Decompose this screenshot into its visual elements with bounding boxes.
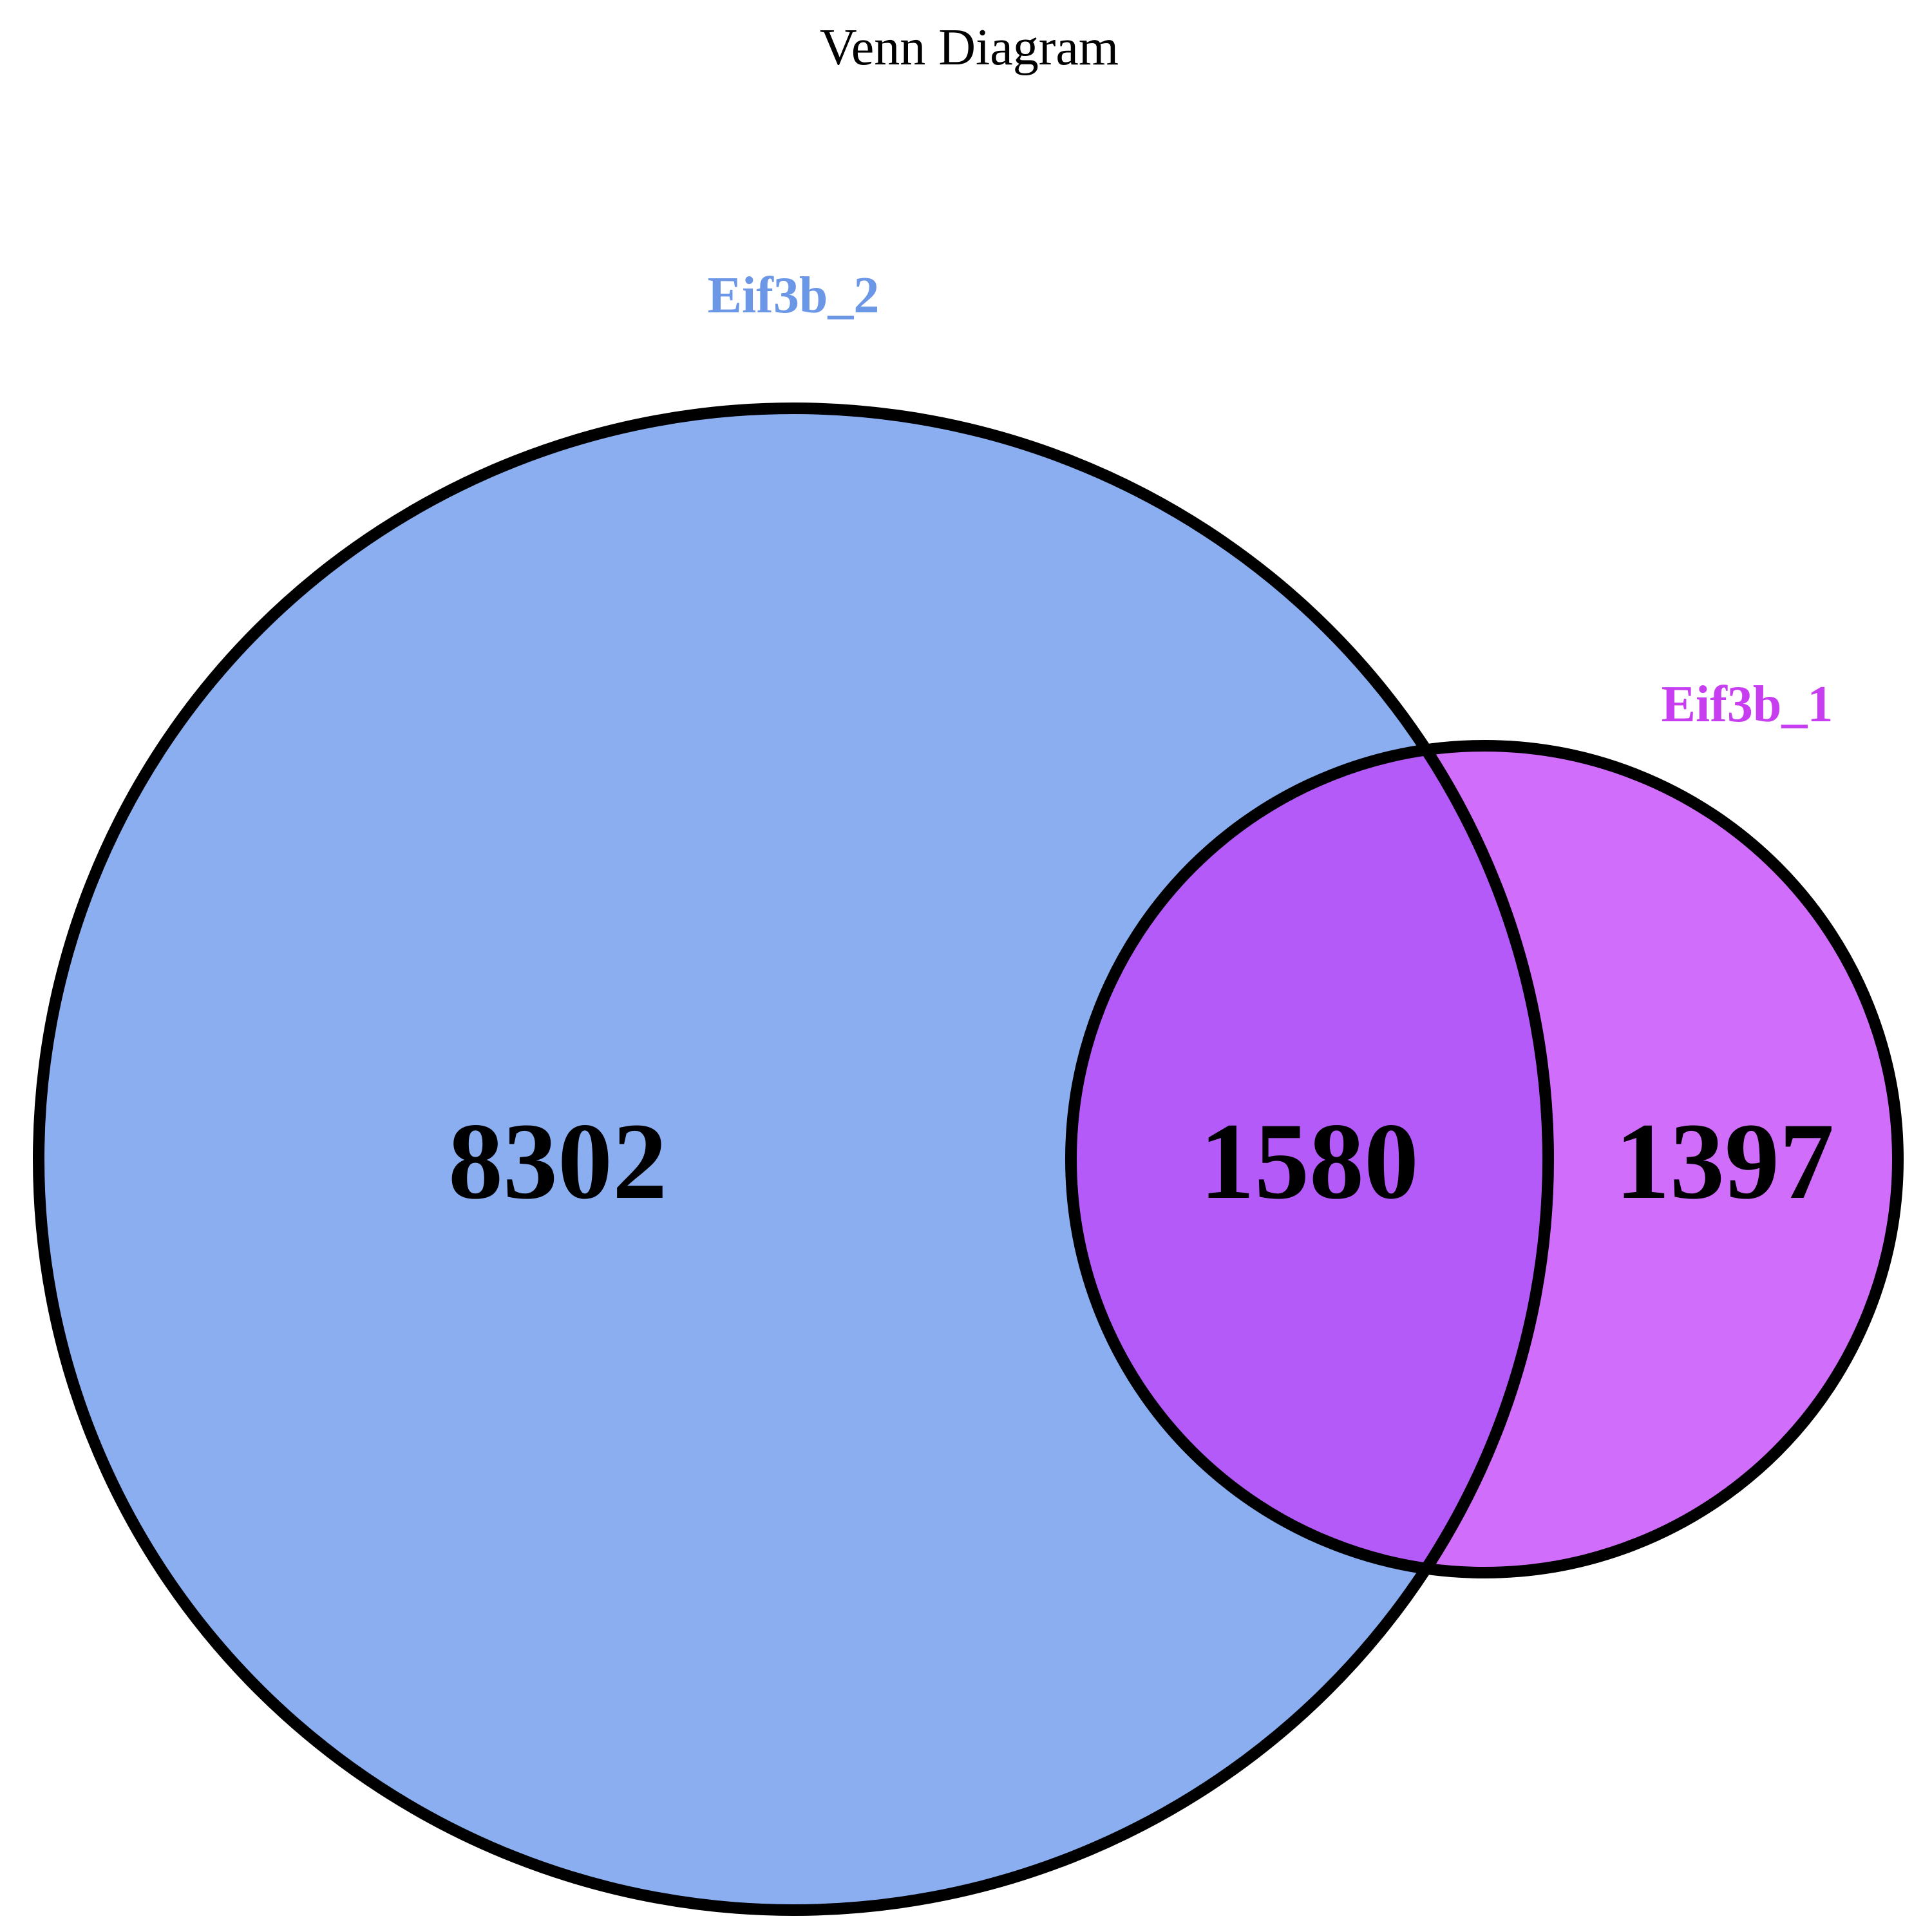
set-eif3b-2-circle [39, 408, 1548, 1910]
set-label-eif3b-2: Eif3b_2 [708, 267, 880, 324]
set-label-eif3b-1: Eif3b_1 [1662, 676, 1833, 733]
set-eif3b-2-outline [33, 402, 1554, 1916]
intersection-region [1071, 746, 1548, 1573]
count-intersection: 1580 [1200, 1101, 1419, 1222]
count-only-eif3b-2: 8302 [448, 1101, 667, 1222]
diagram-title: Venn Diagram [820, 19, 1119, 76]
set-eif3b-1-outline [1065, 740, 1904, 1578]
count-only-eif3b-1: 1397 [1615, 1101, 1834, 1222]
